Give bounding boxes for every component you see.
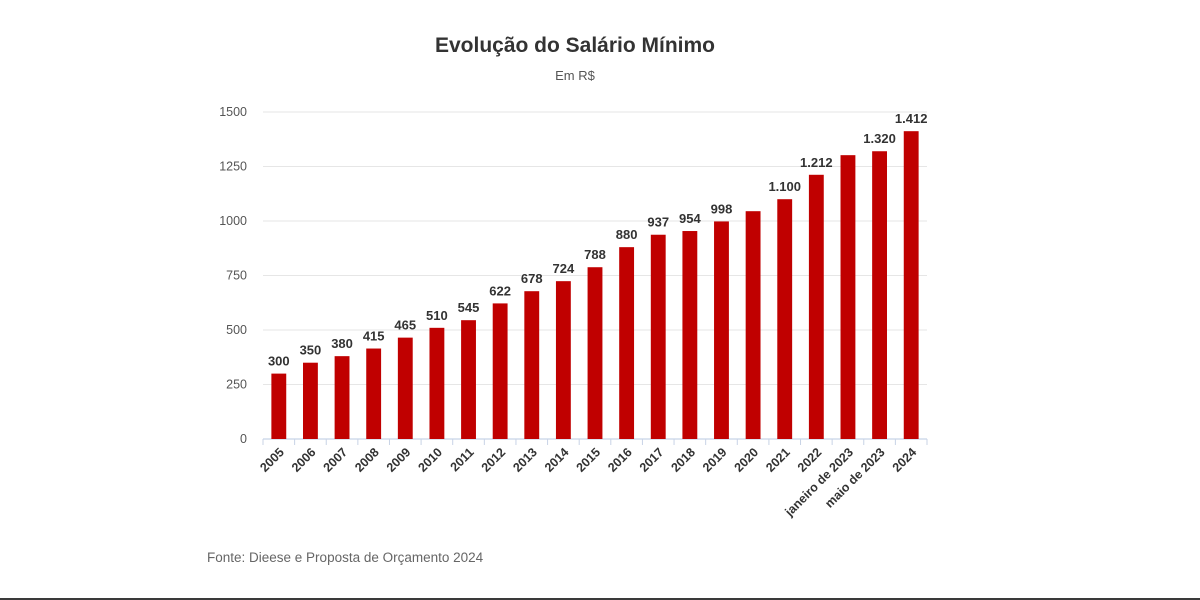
data-label: 380 (331, 336, 353, 351)
data-label: 1.100 (768, 179, 801, 194)
bar (302, 362, 318, 439)
bottom-divider (0, 598, 1200, 600)
source-note: Fonte: Dieese e Proposta de Orçamento 20… (207, 550, 484, 565)
bar (397, 337, 413, 439)
x-tick-label: 2011 (448, 445, 477, 474)
data-label: 350 (300, 343, 322, 358)
bar (524, 291, 540, 439)
bar (334, 356, 350, 439)
data-label: 788 (584, 247, 606, 262)
data-label: 1.320 (863, 131, 896, 146)
bar (271, 373, 287, 439)
y-tick-label: 0 (240, 432, 247, 446)
x-tick-label: 2009 (384, 445, 414, 475)
x-tick-label: 2014 (542, 445, 572, 475)
bar (429, 327, 445, 439)
data-label: 1.212 (800, 155, 833, 170)
x-tick-label: 2013 (510, 445, 540, 475)
x-tick-label: 2005 (257, 445, 287, 475)
data-label: 998 (711, 201, 733, 216)
x-tick-label: 2020 (732, 445, 762, 475)
data-label: 415 (363, 329, 385, 344)
x-tick-label: 2024 (890, 445, 920, 475)
x-tick-label: 2018 (668, 445, 698, 475)
x-tick-label: 2010 (415, 445, 445, 475)
data-label: 1.412 (895, 111, 928, 126)
bar (492, 303, 508, 439)
y-tick-label: 1000 (219, 214, 247, 228)
bar (682, 231, 698, 439)
bar (777, 199, 793, 439)
bar (366, 348, 382, 439)
data-label: 724 (553, 261, 575, 276)
bar (745, 211, 761, 439)
data-label: 510 (426, 308, 448, 323)
x-tick-label: 2015 (574, 445, 604, 475)
y-tick-label: 750 (226, 269, 247, 283)
data-label: 545 (458, 300, 480, 315)
x-tick-label: 2006 (289, 445, 319, 475)
data-label: 465 (394, 318, 416, 333)
y-tick-label: 500 (226, 323, 247, 337)
chart-subtitle: Em R$ (555, 68, 595, 83)
x-tick-label: 2007 (321, 445, 351, 475)
bar (619, 247, 635, 439)
bar (461, 320, 476, 439)
x-tick-label: 2012 (479, 445, 509, 475)
bar (808, 174, 824, 439)
bar (587, 267, 603, 439)
bar (714, 221, 729, 439)
x-tick-label: 2017 (637, 445, 667, 475)
data-label: 880 (616, 227, 638, 242)
bar (872, 151, 888, 440)
y-tick-label: 250 (226, 378, 247, 392)
bar (903, 131, 919, 439)
x-tick-label: 2008 (352, 445, 382, 475)
data-label: 622 (489, 283, 511, 298)
data-label: 300 (268, 354, 290, 369)
x-tick-label: 2021 (763, 445, 793, 475)
x-tick-label: 2019 (700, 445, 730, 475)
bar (840, 155, 856, 439)
y-tick-label: 1250 (219, 160, 247, 174)
data-label: 954 (679, 211, 701, 226)
bar (650, 234, 666, 439)
y-tick-label: 1500 (219, 105, 247, 119)
data-label: 937 (647, 215, 669, 230)
x-tick-label: 2016 (605, 445, 635, 475)
chart-title: Evolução do Salário Mínimo (434, 34, 716, 57)
data-label: 678 (521, 271, 543, 286)
bar (555, 281, 571, 439)
